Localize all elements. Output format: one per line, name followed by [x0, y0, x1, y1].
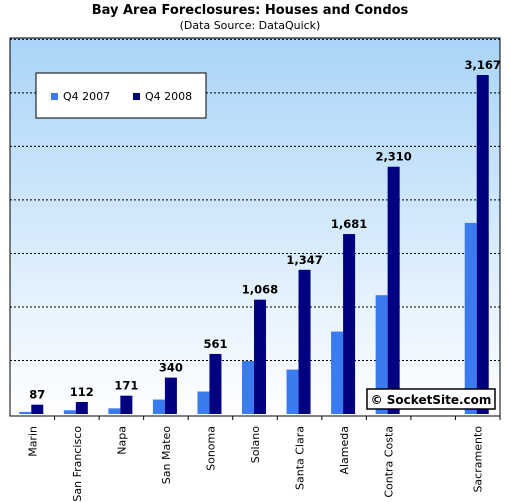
legend-swatch-q4-2008 [133, 93, 140, 100]
bar-q4-2008-santa-clara [298, 269, 311, 414]
data-label-sonoma: 561 [203, 337, 227, 351]
bar-q4-2007-napa [108, 408, 121, 414]
watermark: © SocketSite.com [366, 388, 496, 410]
category-label-sonoma: Sonoma [204, 426, 217, 471]
bar-q4-2007-solano [242, 361, 254, 414]
watermark-text: © SocketSite.com [371, 393, 492, 407]
bar-q4-2008-sonoma [209, 353, 222, 414]
category-label-contra-costa: Contra Costa [383, 426, 396, 498]
category-label-san-francisco: San Francisco [71, 426, 84, 502]
bar-q4-2008-alameda [343, 234, 356, 414]
category-label-napa: Napa [115, 426, 128, 455]
bar-q4-2008-napa [120, 395, 133, 414]
legend-label-q4-2008: Q4 2008 [145, 90, 192, 103]
bars [19, 75, 489, 414]
legend-swatch-q4-2007 [51, 93, 58, 100]
category-labels: Marin San Francisco Napa San Mateo Sonoma Sol… [26, 416, 501, 502]
category-label-sacramento: Sacramento [472, 426, 485, 493]
chart-subtitle: (Data Source: DataQuick) [180, 19, 321, 32]
gridlines [10, 38, 500, 361]
legend: Q4 2007 Q4 2008 [35, 72, 207, 119]
data-label-solano: 1,068 [242, 283, 278, 297]
legend-box [35, 72, 207, 119]
bar-q4-2008-solano [254, 299, 266, 414]
data-label-contra-costa: 2,310 [375, 150, 411, 164]
bar-q4-2008-contra-costa [387, 166, 400, 414]
data-label-sacramento: 3,167 [465, 58, 501, 72]
data-label-santa-clara: 1,347 [286, 253, 322, 267]
category-label-alameda: Alameda [338, 426, 351, 475]
bar-q4-2007-sonoma [197, 391, 210, 414]
category-label-san-mateo: San Mateo [160, 426, 173, 485]
bar-q4-2007-san-mateo [152, 399, 165, 414]
bar-q4-2007-alameda [331, 331, 344, 414]
watermark-box [366, 388, 496, 410]
bar-q4-2007-san-francisco [63, 410, 76, 414]
bar-q4-2007-marin [19, 411, 32, 414]
data-label-marin: 87 [29, 388, 45, 402]
data-labels: 87 112 171 340 561 1,068 1,347 1,681 2,310 3,167 [29, 58, 501, 402]
bar-q4-2007-santa-clara [286, 369, 299, 414]
bar-q4-2007-sacramento [464, 222, 477, 414]
bar-q4-2007-contra-costa [375, 295, 388, 414]
data-label-san-francisco: 112 [70, 385, 94, 399]
bar-q4-2008-san-francisco [75, 402, 88, 414]
category-label-solano: Solano [249, 426, 262, 463]
data-label-san-mateo: 340 [159, 361, 183, 375]
category-label-marin: Marin [26, 426, 39, 457]
bar-q4-2008-marin [31, 404, 44, 414]
chart-title: Bay Area Foreclosures: Houses and Condos [92, 3, 409, 18]
bar-q4-2008-san-mateo [164, 377, 177, 414]
legend-label-q4-2007: Q4 2007 [63, 90, 110, 103]
bar-q4-2008-sacramento [476, 75, 489, 414]
data-label-alameda: 1,681 [331, 217, 367, 231]
data-label-napa: 171 [114, 379, 138, 393]
category-label-santa-clara: Santa Clara [294, 426, 307, 490]
